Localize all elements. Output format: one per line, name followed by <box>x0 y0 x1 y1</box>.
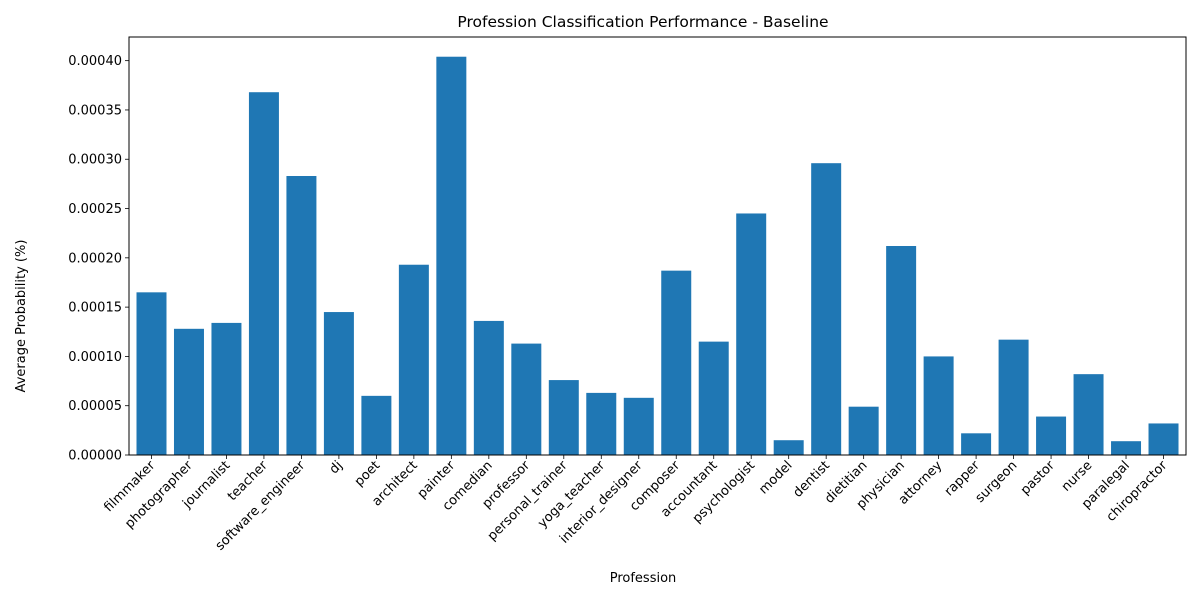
x-tick-label: surgeon <box>973 458 1021 506</box>
bar-chiropractor <box>1148 423 1179 455</box>
y-tick-label: 0.00030 <box>68 153 122 168</box>
bar-painter <box>436 56 467 455</box>
bar-nurse <box>1073 374 1104 455</box>
bar-interior_designer <box>623 397 654 455</box>
bar-software_engineer <box>286 176 317 455</box>
bar-yoga_teacher <box>586 392 617 455</box>
bar-surgeon <box>998 339 1029 455</box>
bar-rapper <box>961 433 992 455</box>
y-tick-label: 0.00025 <box>68 202 122 217</box>
plot-frame <box>128 36 1187 456</box>
y-axis: 0.00000 0.00005 0.00010 0.00015 0.00020 0.000… <box>68 54 129 464</box>
bar-psychologist <box>736 213 767 455</box>
y-tick-label: 0.00005 <box>68 399 122 414</box>
bar-model <box>773 440 804 455</box>
x-tick-label: model <box>756 458 795 497</box>
y-tick-label: 0.00010 <box>68 350 122 365</box>
bar-journalist <box>211 322 242 455</box>
bar-accountant <box>698 341 729 455</box>
plot-area <box>136 56 1179 456</box>
y-tick-label: 0.00040 <box>68 54 122 69</box>
chart-title: Profession Classification Performance - … <box>457 13 828 31</box>
y-tick-label: 0.00020 <box>68 251 122 266</box>
x-axis: filmmakerphotographerjournalistteacherso… <box>101 455 1171 554</box>
x-tick-label: pastor <box>1018 458 1058 498</box>
y-axis-title: Average Probability (%) <box>14 240 29 393</box>
bar-comedian <box>473 320 504 455</box>
bar-attorney <box>923 356 954 455</box>
bar-teacher <box>248 92 279 456</box>
x-axis-title: Profession <box>610 571 677 586</box>
x-tick-label: poet <box>352 458 383 489</box>
bar-filmmaker <box>136 292 167 455</box>
bar-photographer <box>173 328 204 455</box>
bar-composer <box>661 270 692 455</box>
bar-professor <box>511 343 542 455</box>
bar-dj <box>323 312 354 455</box>
bar-pastor <box>1036 416 1067 455</box>
y-tick-label: 0.00015 <box>68 301 122 316</box>
bar-dentist <box>811 163 842 455</box>
y-tick-label: 0.00035 <box>68 103 122 118</box>
bar-poet <box>361 395 392 455</box>
bar-paralegal <box>1111 441 1142 455</box>
y-tick-label: 0.00000 <box>68 449 122 464</box>
bar-architect <box>398 264 429 455</box>
x-tick-label: dj <box>327 458 346 477</box>
bar-dietitian <box>848 406 879 455</box>
bar-physician <box>886 246 917 455</box>
bar-personal_trainer <box>548 380 579 455</box>
